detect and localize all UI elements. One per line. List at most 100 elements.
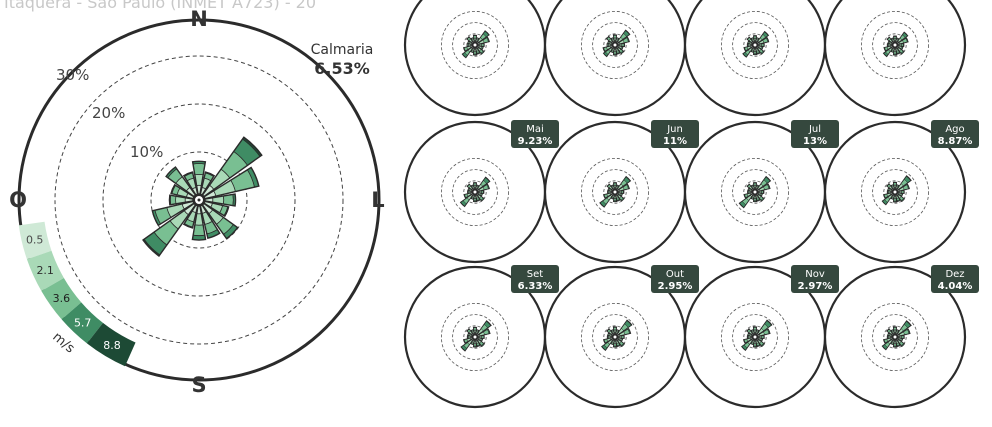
month-outer-ring [823,0,967,117]
month-outer-ring [403,0,547,117]
month-ring-3 [883,325,907,349]
legend-bin-1 [18,221,52,260]
month-rose-out [543,265,687,409]
month-center [892,334,898,340]
month-outer-ring [683,0,827,117]
month-rose-jul [683,120,827,264]
month-ring-2 [452,169,498,215]
month-ring-2 [452,22,498,68]
legend-bin-label: 0.5 [26,234,44,247]
month-rose-mar [683,0,827,117]
month-ring-1 [581,157,650,226]
ring-label-20: 20% [92,104,125,122]
month-ring-2 [592,169,638,215]
month-calm-value: 6.33% [518,281,553,292]
month-calm-value: 13% [803,136,827,147]
month-center [472,189,478,195]
month-ring-2 [732,314,778,360]
month-ring-2 [592,22,638,68]
month-ring-3 [883,180,907,204]
month-badge-box [651,265,699,293]
ring-30 [54,55,344,345]
legend-bin-4 [61,302,103,344]
month-ring-3 [743,180,767,204]
month-ring-1 [721,302,790,371]
month-center [892,42,898,48]
month-center [472,334,478,340]
ring-label-30: 30% [56,66,89,84]
month-calm-value: 4.04% [938,281,973,292]
calm-label: Calmaria [311,42,374,58]
ring-20 [102,103,296,297]
month-rose-ago [823,120,967,264]
month-name: Jun [666,124,683,135]
compass-west: O [9,188,27,212]
legend-bin-5 [86,322,136,367]
legend-arcs: 0.5 2.1 3.65.7 8.8 [18,221,136,367]
legend-unit: m/s [49,330,77,357]
month-ring-1 [440,11,509,79]
month-badge-box [511,265,559,293]
month-name: Ago [945,124,964,135]
month-ring-2 [732,169,778,215]
month-ring-1 [581,302,650,371]
month-ring-3 [463,180,487,204]
main-wind-rose: 10% 20% 30% N S L O Calmaria 6.53% [9,7,385,397]
month-name: Out [666,269,684,280]
month-ring-3 [883,33,907,57]
month-ring-3 [463,33,487,57]
month-center [752,42,758,48]
month-ring-3 [743,33,767,57]
month-center [892,189,898,195]
month-ring-3 [603,325,627,349]
month-rose-set [403,265,547,409]
month-calm-value: 11% [663,136,687,147]
calm-value: 6.53% [314,59,370,78]
month-ring-3 [603,180,627,204]
month-ring-1 [440,302,509,371]
month-name: Dez [945,269,964,280]
month-calm-value: 2.95% [658,281,693,292]
month-center [472,42,478,48]
month-rose-dez [823,265,967,409]
compass-east: L [371,188,384,212]
legend-bin-label: 8.8 [103,339,121,352]
legend-bin-label: 5.7 [74,317,92,330]
month-center [752,334,758,340]
month-center [612,334,618,340]
month-ring-1 [440,157,509,226]
month-ring-2 [452,314,498,360]
month-center [752,189,758,195]
month-ring-2 [872,169,918,215]
month-calm-value: 9.23% [518,136,553,147]
month-badge-box [511,120,559,148]
ring-label-10: 10% [130,143,163,161]
ring-10 [150,151,248,249]
legend-bin-label: 2.1 [36,264,54,277]
month-ring-3 [463,325,487,349]
month-center [612,189,618,195]
month-badge-box [791,265,839,293]
month-ring-1 [721,11,790,79]
month-ring-1 [861,302,930,371]
month-name: Jul [808,124,821,135]
month-ring-2 [872,22,918,68]
month-ring-1 [581,11,650,79]
month-badge-box [651,120,699,148]
month-calm-value: 2.97% [798,281,833,292]
month-rose-jan [403,0,547,117]
month-badge-box [931,265,979,293]
month-ring-1 [721,157,790,226]
month-name: Nov [805,269,825,280]
legend-bin-2 [26,250,64,291]
monthly-wind-roses: Mai9.23%Jun11%Jul13%Ago8.87%Set6.33%Out2… [403,0,979,409]
month-ring-1 [861,11,930,79]
